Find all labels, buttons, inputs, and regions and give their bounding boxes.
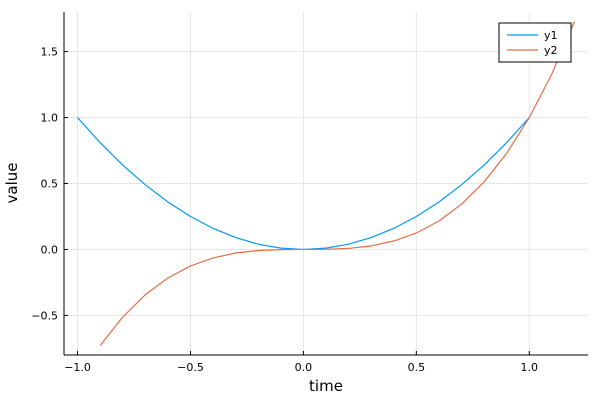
x-tick-label: 0.0 <box>295 361 313 374</box>
legend-label-y1: y1 <box>544 29 558 42</box>
series-line-y2 <box>99 21 576 347</box>
y-tick-label: 1.5 <box>41 46 59 59</box>
x-tick-label: −1.0 <box>64 361 91 374</box>
ticks: −1.0 −0.5 0.0 0.5 1.0 −0.5 0.0 0.5 1.0 1.5 <box>31 46 538 374</box>
y-tick-label: 0.5 <box>41 178 59 191</box>
x-tick-label: 1.0 <box>521 361 539 374</box>
y-axis-label: value <box>3 163 21 204</box>
legend-label-y2: y2 <box>544 44 558 57</box>
grid <box>64 12 588 355</box>
y-tick-label: −0.5 <box>31 309 58 322</box>
x-tick-label: −0.5 <box>177 361 204 374</box>
y-tick-label: 0.0 <box>41 243 59 256</box>
series <box>77 21 576 347</box>
x-axis-label: time <box>309 377 343 395</box>
legend: y1 y2 <box>498 22 572 63</box>
legend-box <box>498 22 572 63</box>
y-tick-label: 1.0 <box>41 112 59 125</box>
x-tick-label: 0.5 <box>408 361 426 374</box>
